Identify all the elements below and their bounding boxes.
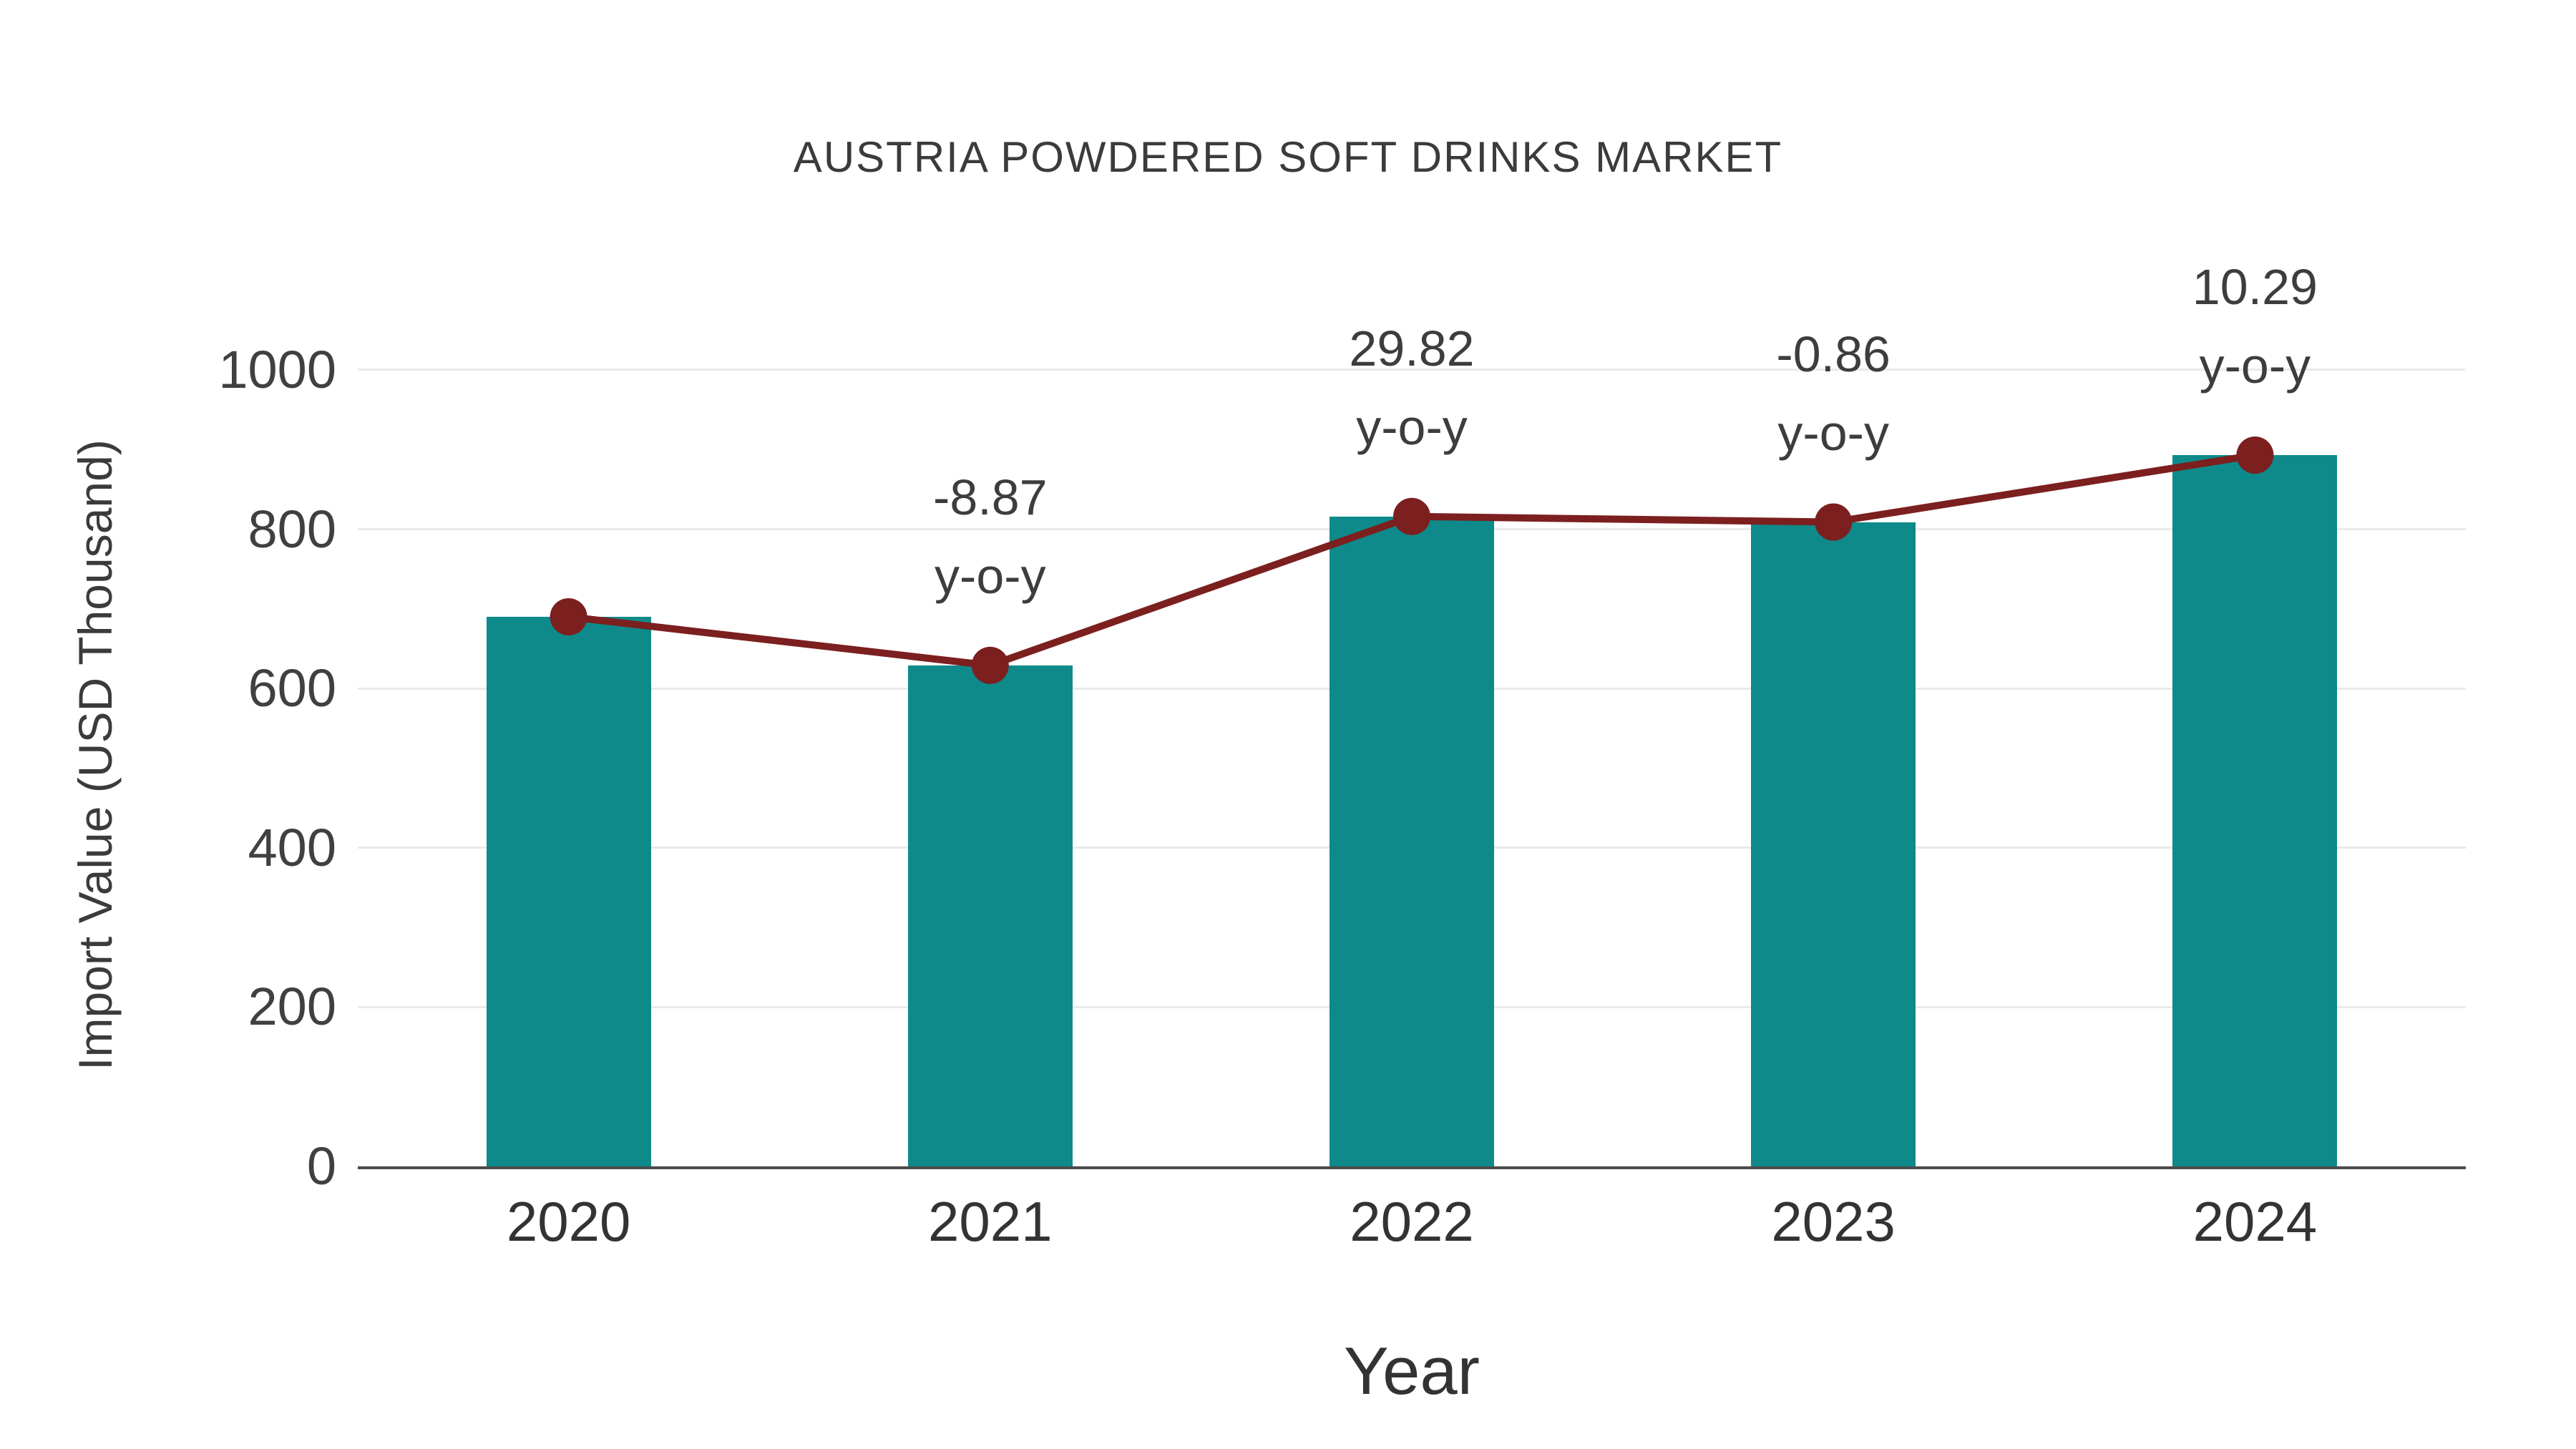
x-axis-title: Year: [1344, 1333, 1480, 1408]
bar-2021: [907, 665, 1073, 1166]
annotation-value: -0.86: [1776, 326, 1890, 382]
yoy-annotation-2023: -0.86 y-o-y: [1619, 315, 2048, 472]
y-tick-label: 600: [248, 658, 336, 718]
y-tick-label: 0: [306, 1136, 336, 1196]
bar-2023: [1751, 522, 1916, 1166]
yoy-annotation-2022: 29.82 y-o-y: [1197, 309, 1626, 467]
y-tick-label: 800: [248, 499, 336, 559]
annotation-value: 29.82: [1349, 320, 1475, 376]
y-tick-label: 400: [248, 817, 336, 877]
chart-title: AUSTRIA POWDERED SOFT DRINKS MARKET: [793, 133, 1783, 181]
yoy-marker-2024: [2236, 436, 2274, 474]
x-tick-label: 2022: [1350, 1190, 1474, 1253]
bar-2024: [2172, 455, 2338, 1166]
annotation-value: 10.29: [2192, 259, 2318, 316]
bar-2020: [486, 617, 651, 1166]
annotation-suffix: y-o-y: [1356, 399, 1468, 455]
yoy-annotation-2021: -8.87 y-o-y: [776, 458, 1205, 615]
annotation-suffix: y-o-y: [1777, 404, 1889, 461]
y-tick-label: 1000: [218, 339, 336, 399]
yoy-line-layer: [550, 436, 2274, 684]
yoy-marker-2022: [1393, 497, 1430, 535]
x-tick-label: 2024: [2192, 1190, 2318, 1253]
x-tick-label: 2020: [506, 1190, 631, 1253]
gridline: [358, 369, 2466, 371]
annotation-suffix: y-o-y: [2199, 338, 2311, 394]
plot-area: -8.87 y-o-y 29.82 y-o-y -0.86 y-o-y 10.29 y-o-y: [358, 250, 2466, 1169]
yoy-marker-2021: [971, 646, 1009, 684]
x-tick-label: 2023: [1771, 1190, 1896, 1253]
bar-2022: [1330, 516, 1494, 1166]
yoy-marker-2020: [550, 598, 587, 635]
x-tick-label: 2021: [928, 1190, 1053, 1253]
y-tick-label: 200: [248, 977, 336, 1037]
annotation-suffix: y-o-y: [935, 547, 1046, 604]
yoy-annotation-2024: 10.29 y-o-y: [2040, 248, 2469, 405]
yoy-marker-2023: [1815, 503, 1853, 541]
annotation-value: -8.87: [933, 469, 1048, 525]
